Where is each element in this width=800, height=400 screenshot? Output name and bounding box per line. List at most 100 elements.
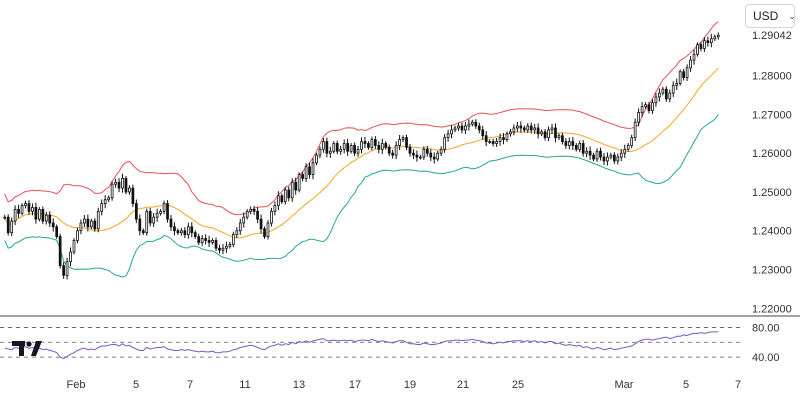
candle	[606, 152, 609, 166]
middle-band-line	[4, 67, 719, 239]
candle-body	[412, 152, 415, 156]
candle	[481, 125, 485, 140]
candle-body	[141, 230, 145, 234]
candle-body	[616, 156, 620, 162]
candle-body	[204, 238, 207, 241]
candle-body	[512, 127, 516, 133]
candle	[308, 162, 311, 179]
candle-body	[647, 104, 651, 111]
candle-body	[176, 230, 180, 234]
candle	[623, 144, 627, 158]
candle	[256, 207, 259, 224]
candle-body	[630, 137, 634, 146]
candle	[592, 152, 595, 162]
candle	[474, 119, 478, 129]
logo-bar	[12, 341, 25, 346]
candle	[249, 206, 253, 215]
candle	[387, 144, 391, 157]
candle-body	[464, 125, 467, 131]
candle	[214, 237, 218, 252]
candle	[450, 125, 453, 139]
candle	[34, 202, 38, 224]
candle-body	[685, 67, 689, 78]
candle	[374, 136, 377, 149]
candle-body	[349, 145, 353, 152]
candle	[599, 147, 602, 161]
candle	[578, 140, 582, 153]
candle-body	[93, 220, 97, 230]
candle	[432, 152, 436, 164]
candle	[699, 41, 703, 52]
candle	[335, 140, 339, 155]
candle	[595, 148, 599, 162]
candle-body	[699, 44, 703, 49]
candle-body	[540, 131, 543, 135]
y-tick-label: 1.27000	[752, 109, 792, 121]
candle	[162, 200, 166, 215]
candle	[505, 131, 509, 142]
candle	[218, 244, 221, 254]
bollinger-bands	[4, 21, 719, 278]
candle-body	[190, 226, 194, 234]
candle	[658, 88, 661, 102]
y-tick-label: 1.24000	[752, 226, 792, 238]
candle	[529, 122, 533, 134]
candle-body	[623, 148, 627, 154]
candle	[408, 143, 412, 157]
candle-body	[491, 141, 495, 144]
candle	[522, 125, 526, 133]
candle-body	[100, 203, 104, 212]
candle-body	[391, 152, 395, 156]
candle-body	[186, 226, 190, 236]
candle	[439, 146, 443, 157]
candle-body	[526, 125, 530, 131]
candle-body	[484, 135, 488, 142]
candle-body	[339, 148, 343, 152]
candle-body	[363, 141, 367, 144]
candle-body	[96, 210, 100, 230]
candle-body	[173, 226, 176, 232]
candle-body	[516, 125, 519, 129]
candle	[152, 213, 156, 228]
candle-body	[135, 203, 138, 220]
candle-body	[225, 245, 228, 249]
candle	[554, 123, 557, 143]
candle	[460, 122, 464, 134]
candle	[692, 49, 696, 65]
candle-body	[488, 141, 492, 143]
candle-body	[304, 166, 308, 179]
candle-body	[242, 216, 246, 224]
candle	[516, 121, 519, 133]
candle	[41, 206, 45, 224]
candle	[10, 217, 14, 237]
candle-body	[436, 152, 440, 160]
candle-body	[581, 143, 585, 154]
candle-body	[474, 121, 478, 127]
y-tick-label: 1.28000	[752, 71, 792, 83]
candle-body	[20, 205, 24, 214]
candle-body	[692, 53, 696, 61]
candle-body	[408, 146, 412, 154]
candle	[543, 128, 547, 141]
logo-dot	[26, 341, 32, 347]
candle-body	[578, 143, 582, 150]
candle-body	[221, 247, 225, 251]
tradingview-logo-icon[interactable]	[12, 341, 42, 356]
candle	[301, 171, 304, 182]
candle-body	[509, 131, 512, 135]
candle	[245, 209, 249, 220]
x-tick-label: Feb	[67, 379, 86, 391]
x-tick-label: 25	[512, 379, 524, 391]
candle	[100, 199, 104, 216]
candle-body	[249, 209, 253, 212]
currency-select-button[interactable]: USD ⌄	[745, 4, 796, 28]
candle	[349, 143, 353, 154]
candle-body	[114, 181, 117, 185]
candle	[3, 214, 7, 220]
candle	[630, 134, 634, 149]
candle-body	[671, 84, 675, 94]
candle-body	[245, 210, 249, 218]
candle-body	[595, 150, 599, 160]
candle-body	[668, 92, 672, 100]
